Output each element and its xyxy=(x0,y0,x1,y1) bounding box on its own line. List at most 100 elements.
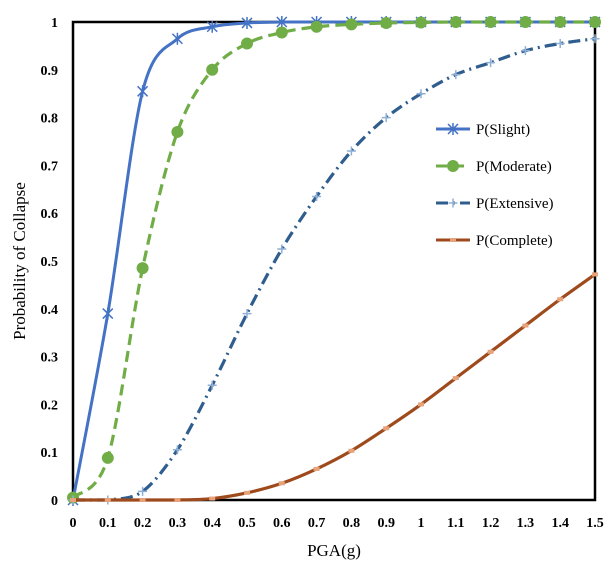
data-point xyxy=(519,16,532,28)
data-point xyxy=(415,16,427,29)
x-tick-label: 0.1 xyxy=(99,516,117,531)
data-point xyxy=(138,486,148,496)
legend-item: P(Moderate) xyxy=(436,159,552,175)
y-tick-label: 0.7 xyxy=(41,159,59,174)
x-tick-label: 1.5 xyxy=(586,516,604,531)
data-point xyxy=(557,297,564,302)
y-tick-label: 0.2 xyxy=(41,398,59,413)
y-tick-label: 1 xyxy=(51,16,58,31)
data-point xyxy=(345,18,358,31)
data-point xyxy=(447,160,459,172)
data-point xyxy=(244,490,250,495)
x-axis-title: PGA(g) xyxy=(307,541,361,560)
data-point xyxy=(589,16,601,28)
y-axis-title: Probability of Collapse xyxy=(10,182,29,340)
data-point xyxy=(171,125,184,138)
series-layer xyxy=(67,16,601,506)
x-tick-label: 1.2 xyxy=(482,516,500,531)
legend-label: P(Extensive) xyxy=(476,196,553,212)
series xyxy=(67,16,601,504)
x-tick-label: 1.1 xyxy=(447,516,465,531)
data-point xyxy=(487,349,494,354)
x-tick-label: 0.2 xyxy=(134,516,152,531)
data-point xyxy=(450,238,456,242)
data-point xyxy=(520,46,530,56)
data-point xyxy=(416,89,426,99)
data-point xyxy=(276,16,288,28)
data-point xyxy=(278,481,285,486)
data-point xyxy=(277,244,287,254)
x-tick-label: 1 xyxy=(418,516,425,531)
data-point xyxy=(209,496,216,501)
data-point xyxy=(104,498,111,502)
data-point xyxy=(101,451,114,464)
y-tick-label: 0.1 xyxy=(41,446,59,461)
x-tick-label: 0 xyxy=(70,516,77,531)
data-point xyxy=(206,63,219,76)
legend-item: P(Extensive) xyxy=(436,196,553,212)
data-point xyxy=(171,32,183,45)
y-tick-label: 0.5 xyxy=(41,255,59,270)
y-tick-label: 0.6 xyxy=(41,207,59,222)
data-point xyxy=(174,498,181,502)
data-point xyxy=(241,37,253,50)
series xyxy=(67,16,601,506)
y-tick-label: 0.4 xyxy=(41,303,59,318)
data-point xyxy=(381,113,391,123)
data-point xyxy=(449,16,462,28)
x-tick-label: 0.8 xyxy=(343,516,361,531)
data-point xyxy=(346,146,356,156)
data-point xyxy=(590,34,600,44)
x-tick-label: 0.9 xyxy=(377,516,395,531)
y-axis-ticks: 0 0.1 0.2 0.3 0.4 0.5 0.6 0.7 0.8 0.9 1 xyxy=(41,16,59,509)
series-line xyxy=(72,37,596,502)
y-tick-label: 0 xyxy=(51,494,58,509)
data-point xyxy=(448,198,458,208)
data-point xyxy=(102,307,114,320)
x-tick-label: 1.3 xyxy=(517,516,535,531)
x-tick-label: 0.4 xyxy=(203,516,221,531)
data-point xyxy=(241,16,253,29)
data-point xyxy=(206,20,218,33)
data-point xyxy=(484,16,497,28)
series xyxy=(68,34,600,505)
data-point xyxy=(312,191,322,201)
data-point xyxy=(207,380,217,390)
x-axis-ticks: 0 0.1 0.2 0.3 0.4 0.5 0.6 0.7 0.8 0.9 1 1.1 1.2 1.3 1.… xyxy=(70,516,604,531)
y-tick-label: 0.8 xyxy=(41,112,59,127)
data-point xyxy=(383,426,390,431)
legend-label: P(Complete) xyxy=(476,233,553,249)
data-point xyxy=(313,466,320,471)
data-point xyxy=(70,498,76,502)
y-tick-label: 0.3 xyxy=(41,351,59,366)
data-point xyxy=(451,70,461,80)
data-point xyxy=(348,448,355,453)
data-point xyxy=(242,309,252,319)
x-tick-label: 0.6 xyxy=(273,516,291,531)
plot-area-border xyxy=(71,20,597,502)
x-tick-label: 0.7 xyxy=(308,516,326,531)
data-point xyxy=(522,323,529,328)
data-point xyxy=(555,39,565,49)
data-point xyxy=(486,58,496,68)
x-tick-label: 1.4 xyxy=(551,516,569,531)
legend-item: P(Complete) xyxy=(436,233,553,249)
data-point xyxy=(310,20,323,33)
data-point xyxy=(447,123,459,135)
data-point xyxy=(592,272,598,277)
legend: P(Slight) P(Moderate) P(Extensive) P(Comple… xyxy=(436,122,553,249)
series xyxy=(70,272,598,502)
data-point xyxy=(452,376,459,381)
series-line xyxy=(71,20,595,501)
series-line xyxy=(71,20,595,499)
data-point xyxy=(418,402,424,407)
legend-label: P(Moderate) xyxy=(476,159,552,175)
data-point xyxy=(136,262,149,275)
data-point xyxy=(172,445,182,455)
data-point xyxy=(275,26,288,39)
x-tick-label: 0.5 xyxy=(238,516,256,531)
legend-item: P(Slight) xyxy=(436,122,530,138)
data-point xyxy=(137,85,149,98)
legend-label: P(Slight) xyxy=(476,122,530,138)
